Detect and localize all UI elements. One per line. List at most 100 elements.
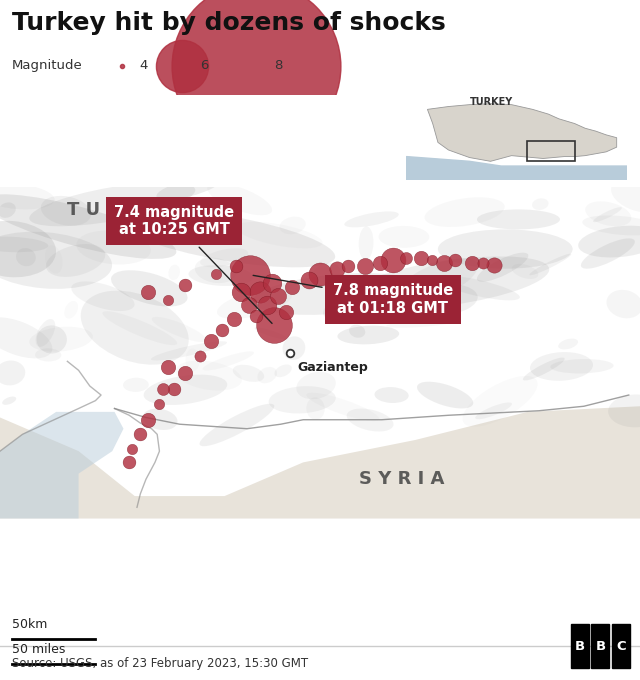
Ellipse shape (311, 263, 340, 288)
Ellipse shape (417, 381, 473, 409)
Point (315, 269, 325, 279)
Point (180, 279, 190, 290)
Ellipse shape (41, 196, 91, 226)
Point (206, 336, 216, 347)
Text: 7.8 magnitude
at 01:18 GMT: 7.8 magnitude at 01:18 GMT (253, 275, 453, 316)
Ellipse shape (16, 248, 36, 267)
Ellipse shape (123, 377, 148, 392)
Point (245, 269, 255, 280)
Ellipse shape (200, 404, 275, 446)
Ellipse shape (477, 253, 529, 282)
Point (281, 307, 291, 318)
Ellipse shape (608, 394, 640, 427)
Ellipse shape (114, 208, 335, 267)
Bar (527, 141, 575, 161)
Ellipse shape (143, 409, 177, 430)
Ellipse shape (337, 326, 399, 344)
Point (267, 277, 277, 288)
Ellipse shape (611, 179, 640, 213)
Polygon shape (0, 412, 124, 519)
Ellipse shape (217, 288, 292, 319)
Ellipse shape (0, 194, 177, 259)
Ellipse shape (387, 320, 455, 328)
Ellipse shape (0, 318, 52, 358)
Ellipse shape (607, 290, 640, 318)
Point (230, 260, 241, 271)
Ellipse shape (408, 284, 477, 316)
Ellipse shape (35, 348, 61, 362)
Point (427, 255, 437, 266)
Text: 6: 6 (200, 59, 209, 72)
Ellipse shape (529, 254, 572, 275)
Ellipse shape (512, 264, 538, 279)
Ellipse shape (143, 375, 227, 405)
Text: 50km: 50km (12, 618, 47, 631)
Text: 7.4 magnitude
at 10:25 GMT: 7.4 magnitude at 10:25 GMT (114, 205, 272, 324)
Ellipse shape (347, 409, 394, 432)
Point (303, 275, 314, 286)
Ellipse shape (435, 275, 520, 301)
Text: B: B (575, 639, 585, 653)
Ellipse shape (195, 258, 236, 283)
Point (143, 286, 154, 297)
Ellipse shape (207, 183, 272, 216)
Ellipse shape (532, 199, 548, 210)
Point (157, 384, 168, 395)
Ellipse shape (558, 339, 578, 350)
Ellipse shape (397, 258, 478, 302)
Ellipse shape (200, 248, 248, 267)
Point (180, 367, 190, 378)
Point (477, 257, 488, 268)
Ellipse shape (36, 326, 67, 354)
Ellipse shape (71, 282, 134, 311)
Point (388, 255, 398, 266)
Point (195, 350, 205, 361)
Point (262, 300, 273, 311)
Ellipse shape (593, 207, 622, 222)
Point (273, 291, 284, 302)
Point (127, 443, 138, 454)
Ellipse shape (64, 301, 78, 319)
Ellipse shape (550, 359, 614, 373)
Ellipse shape (0, 232, 112, 289)
FancyBboxPatch shape (591, 624, 609, 668)
Polygon shape (0, 406, 640, 519)
Point (374, 257, 385, 268)
Ellipse shape (0, 221, 56, 277)
Text: 8: 8 (274, 59, 282, 72)
Ellipse shape (29, 326, 93, 352)
Text: B: B (595, 639, 605, 653)
Point (163, 362, 173, 373)
Ellipse shape (189, 265, 253, 286)
Text: Magnitude: Magnitude (12, 59, 83, 72)
Polygon shape (406, 156, 627, 180)
Ellipse shape (275, 364, 292, 377)
Point (169, 384, 179, 395)
Point (163, 294, 173, 305)
Point (489, 259, 499, 270)
Ellipse shape (257, 367, 277, 384)
Ellipse shape (476, 403, 512, 420)
Ellipse shape (344, 211, 399, 227)
Point (332, 264, 342, 275)
Point (360, 260, 370, 271)
FancyBboxPatch shape (571, 624, 589, 668)
Text: C: C (616, 639, 626, 653)
Ellipse shape (0, 184, 54, 209)
Ellipse shape (29, 182, 195, 226)
Ellipse shape (36, 319, 55, 347)
Ellipse shape (530, 352, 593, 381)
Ellipse shape (282, 337, 305, 360)
Point (154, 398, 164, 409)
Ellipse shape (585, 201, 631, 226)
Ellipse shape (168, 265, 180, 280)
Point (251, 311, 261, 322)
Ellipse shape (296, 372, 336, 399)
Ellipse shape (578, 226, 640, 258)
Ellipse shape (2, 396, 16, 405)
Ellipse shape (102, 311, 177, 345)
Text: Gaziantep: Gaziantep (298, 361, 368, 375)
FancyBboxPatch shape (612, 624, 630, 668)
Text: Source: USGS, as of 23 February 2023, 15:30 GMT: Source: USGS, as of 23 February 2023, 15… (12, 657, 308, 670)
Ellipse shape (323, 285, 407, 321)
